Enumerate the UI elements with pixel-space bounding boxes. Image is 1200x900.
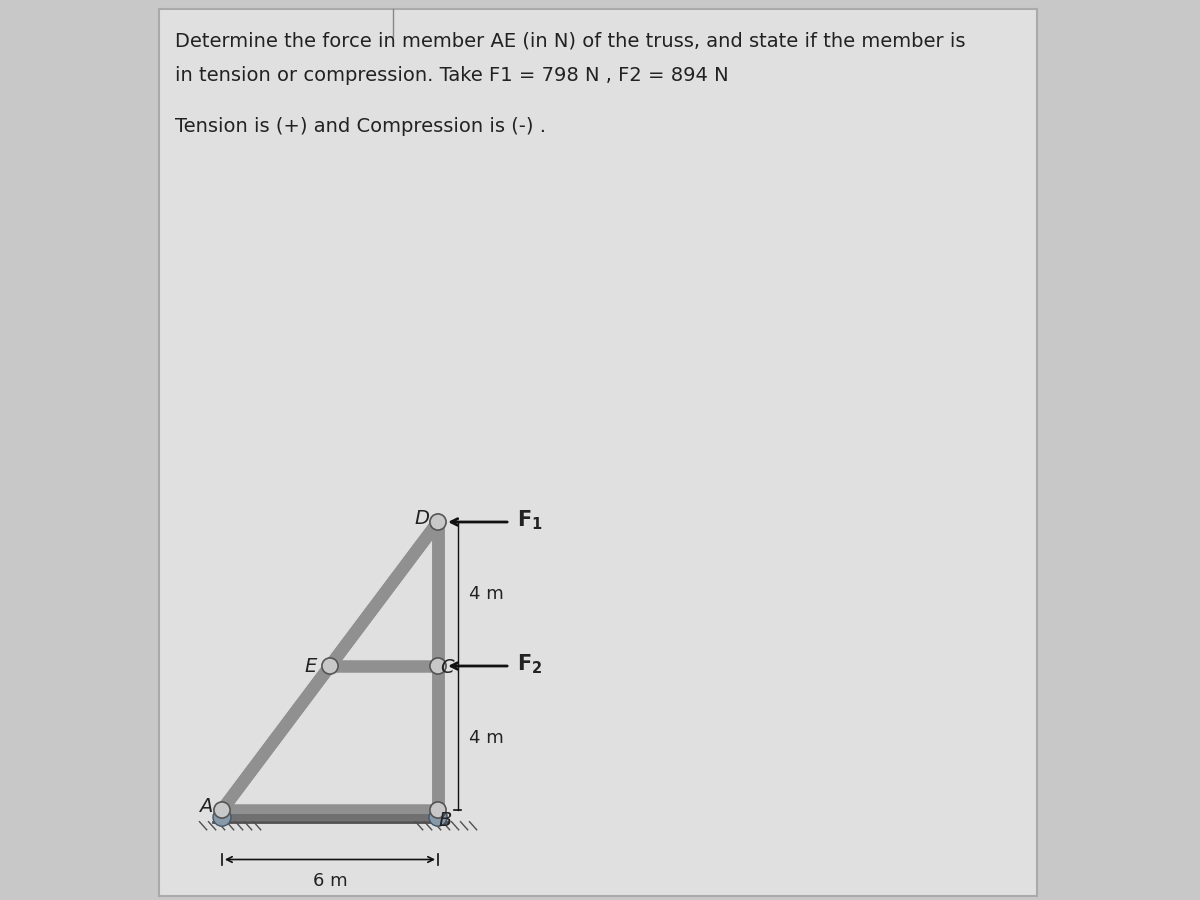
- Text: D: D: [414, 508, 430, 528]
- Text: C: C: [440, 658, 454, 678]
- Circle shape: [214, 808, 230, 826]
- Text: A: A: [199, 796, 212, 816]
- Circle shape: [214, 802, 230, 818]
- Circle shape: [430, 658, 446, 674]
- Text: in tension or compression. Take F1 = 798 N , F2 = 894 N: in tension or compression. Take F1 = 798…: [175, 66, 728, 85]
- Circle shape: [322, 658, 338, 674]
- Text: $\mathbf{F_2}$: $\mathbf{F_2}$: [517, 652, 542, 676]
- Text: E: E: [304, 656, 317, 676]
- Text: 4 m: 4 m: [469, 585, 503, 603]
- Text: Tension is (+) and Compression is (-) .: Tension is (+) and Compression is (-) .: [175, 117, 546, 136]
- Text: B: B: [438, 811, 452, 831]
- Circle shape: [430, 514, 446, 530]
- Text: Determine the force in member AE (in N) of the truss, and state if the member is: Determine the force in member AE (in N) …: [175, 32, 966, 50]
- Text: $\mathbf{F_1}$: $\mathbf{F_1}$: [517, 508, 542, 532]
- FancyBboxPatch shape: [158, 9, 1037, 896]
- Text: 6 m: 6 m: [313, 872, 347, 890]
- Circle shape: [430, 808, 446, 826]
- Text: 4 m: 4 m: [469, 729, 503, 747]
- Circle shape: [430, 802, 446, 818]
